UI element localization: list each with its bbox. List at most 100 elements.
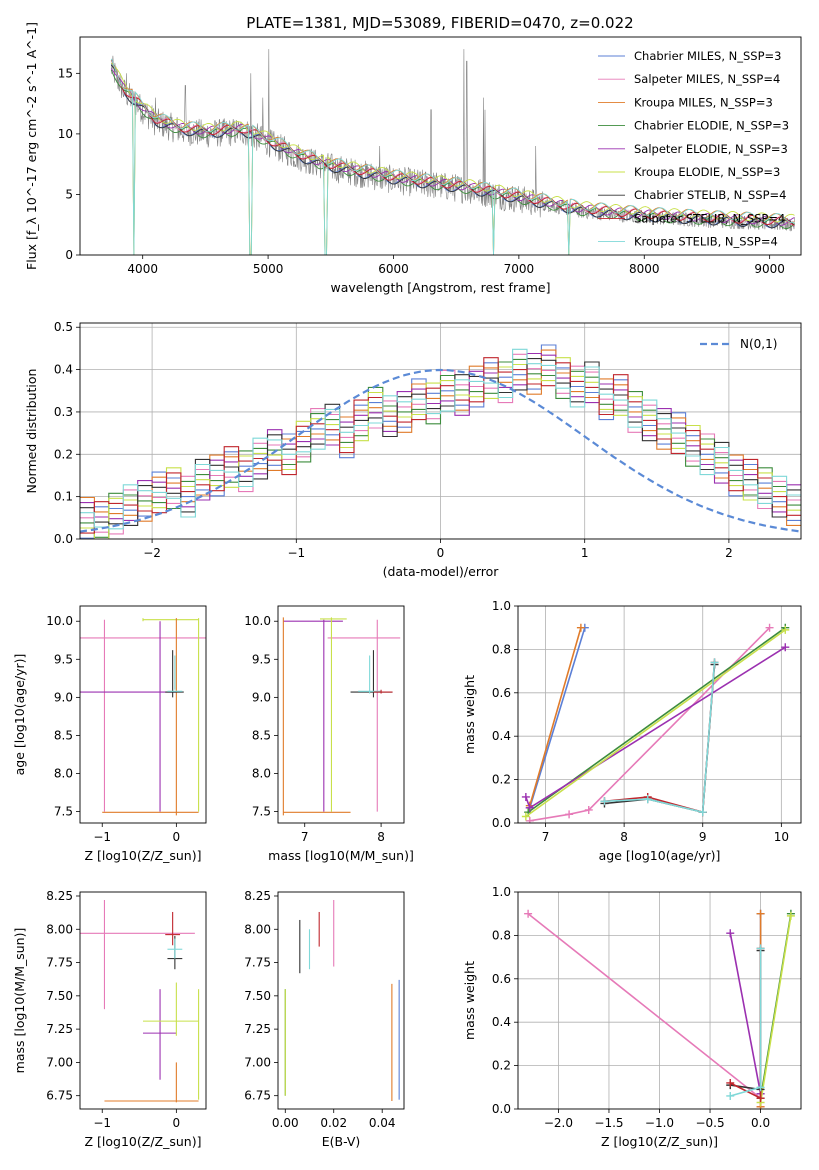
y-tick-label: 6.75: [244, 1089, 271, 1103]
y-tick-label: 0.4: [54, 363, 73, 377]
y-tick-label: 8.25: [244, 889, 271, 903]
x-tick-label: 9000: [754, 262, 785, 276]
y-tick-label: 7.50: [46, 989, 73, 1003]
series-line-kroupa-miles: [529, 627, 582, 806]
y-tick-label: 7.5: [54, 805, 73, 819]
x-tick-label: 8: [377, 830, 385, 844]
x-tick-label: 10: [774, 830, 789, 844]
errorbar-salpeter-elodie: [80, 621, 177, 812]
data-point-salpeter-elodie: [781, 643, 790, 652]
errorbar-kroupa-stelib: [167, 938, 183, 959]
legend-label: Kroupa ELODIE, N_SSP=3: [634, 165, 780, 179]
x-tick-label: −0.5: [695, 1116, 724, 1130]
plots-layer: 4000 5000 6000 7000 8000 9000051015wavelength…: [12, 22, 802, 1149]
x-axis-label: (data-model)/error: [383, 564, 500, 579]
axes-frame: [79, 605, 207, 824]
y-axis-label: Flux [f_λ 10^-17 erg cm^-2 s^-1 A^-1]: [24, 22, 39, 270]
data-point-kroupa-stelib: [698, 808, 707, 817]
model-spectrum-kroupa-elodie: [110, 62, 795, 255]
y-tick-label: 8.0: [252, 767, 271, 781]
y-tick-label: 0: [65, 248, 73, 262]
x-tick-label: 0.02: [320, 1116, 347, 1130]
x-tick-label: 0.00: [272, 1116, 299, 1130]
legend-label: Kroupa STELIB, N_SSP=4: [634, 235, 778, 249]
y-axis-label: mass weight: [462, 675, 477, 754]
x-tick-label: −1: [93, 830, 111, 844]
x-tick-label: 7000: [504, 262, 535, 276]
y-tick-label: 7.00: [46, 1055, 73, 1069]
panel-age_vs_mass: 7 8 7.5 8.0 8.5 9.0 9.5 10.0 mass [log10(M/M_sun…: [244, 605, 414, 863]
y-tick-label: 0.8: [492, 642, 511, 656]
x-tick-label: 0.0: [751, 1116, 770, 1130]
y-tick-label: 9.5: [54, 652, 73, 666]
series-line-salpeter-miles: [529, 627, 771, 822]
axes-frame: [517, 605, 802, 824]
data-point-kroupa-elodie: [781, 625, 790, 634]
y-tick-label: 8.00: [244, 922, 271, 936]
errorbar-chabrier-stelib: [165, 650, 184, 698]
legend-label: Chabrier STELIB, N_SSP=4: [634, 188, 786, 202]
data-point-kroupa-stelib: [710, 658, 719, 667]
x-tick-label: −2: [143, 546, 161, 560]
plot-area-weight_vs_Z: [518, 892, 801, 1109]
x-axis-label: age [log10(age/yr)]: [599, 848, 721, 863]
panel-weight_vs_age: 7 8 9 10 0.0 0.2 0.4 0.6 0.8 1.0 age [log10(age/yr…: [462, 599, 802, 863]
y-tick-label: 0.2: [492, 773, 511, 787]
x-axis-label: Z [log10(Z/Z_sun)]: [85, 1134, 202, 1149]
x-tick-label: −1: [93, 1116, 111, 1130]
y-tick-label: 0.6: [492, 686, 511, 700]
legend-label: Kroupa MILES, N_SSP=3: [634, 95, 773, 109]
data-point-salpeter-miles: [565, 810, 574, 819]
x-tick-label: 6000: [378, 262, 409, 276]
model-spectrum-chabrier-stelib: [110, 64, 795, 229]
x-tick-label: 0: [173, 830, 181, 844]
axes-frame: [79, 891, 207, 1110]
histogram-salpeter-stelib: [80, 357, 801, 534]
x-tick-label: 2: [725, 546, 733, 560]
legend-spectrum: Chabrier MILES, N_SSP=3 Salpeter MILES, N…: [598, 49, 789, 249]
series-line-kroupa-elodie: [525, 629, 786, 818]
axes-frame: [517, 891, 802, 1110]
plot-area-mass_vs_Z: [80, 899, 200, 1103]
legend-label: Chabrier ELODIE, N_SSP=3: [634, 119, 789, 133]
x-tick-label: 8000: [629, 262, 660, 276]
errorbar-salpeter-miles: [80, 619, 206, 812]
y-tick-label: 7.25: [244, 1022, 271, 1036]
x-tick-label: 1: [581, 546, 589, 560]
plot-area-residuals: [80, 323, 801, 539]
errorbar-kroupa-stelib: [167, 655, 183, 692]
data-point-salpeter-elodie: [726, 929, 735, 938]
x-tick-label: 0: [173, 1116, 181, 1130]
data-point-salpeter-miles: [765, 623, 774, 632]
x-axis-label: mass [log10(M/M_sun)]: [268, 848, 414, 863]
y-tick-label: 0.8: [492, 928, 511, 942]
y-tick-label: 9.0: [252, 690, 271, 704]
x-tick-label: 7: [301, 830, 309, 844]
y-tick-label: 15: [58, 66, 73, 80]
y-tick-label: 7.75: [46, 956, 73, 970]
x-axis-label: wavelength [Angstrom, rest frame]: [330, 280, 550, 295]
x-axis-label: Z [log10(Z/Z_sun)]: [85, 848, 202, 863]
y-tick-label: 10.0: [244, 614, 271, 628]
y-tick-label: 9.5: [252, 652, 271, 666]
panel-mass_vs_Z: −1 0 6.75 7.00 7.25 7.50 7.75 8.00 8.25 Z [log10(…: [12, 889, 207, 1149]
y-tick-label: 7.25: [46, 1022, 73, 1036]
y-tick-label: 8.0: [54, 767, 73, 781]
y-tick-label: 0.3: [54, 405, 73, 419]
data-point-kroupa-stelib: [643, 795, 652, 804]
legend-label: Salpeter STELIB, N_SSP=4: [634, 211, 785, 225]
panel-age_vs_Z: −1 0 7.5 8.0 8.5 9.0 9.5 10.0 Z [log10(Z/Z_sun)]…: [12, 605, 207, 863]
legend-label: N(0,1): [740, 337, 777, 351]
figure-title: PLATE=1381, MJD=53089, FIBERID=0470, z=0…: [246, 14, 633, 32]
model-spectrum-salpeter-stelib: [110, 59, 795, 226]
data-point-kroupa-stelib: [726, 1091, 735, 1100]
model-spectrum-kroupa-miles: [110, 59, 795, 255]
legend-label: Salpeter ELODIE, N_SSP=3: [634, 142, 788, 156]
y-axis-label: mass [log10(M/M_sun)]: [12, 928, 27, 1074]
y-tick-label: 0.4: [492, 729, 511, 743]
y-axis-label: Normed distribution: [24, 369, 39, 494]
data-point-salpeter-elodie: [521, 792, 530, 801]
panel-weight_vs_Z: −2.0 −1.5 −1.0 −0.5 0.0 0.0 0.2 0.4 0.6 0.8 1.0 Z […: [462, 885, 802, 1149]
x-tick-label: 0.04: [369, 1116, 396, 1130]
x-tick-label: 4000: [127, 262, 158, 276]
